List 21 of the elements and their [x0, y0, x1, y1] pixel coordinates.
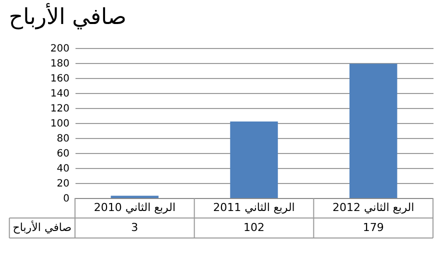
y-tick-label: 40 — [56, 164, 70, 174]
y-tick-label: 120 — [50, 104, 70, 114]
y-tick-label: 20 — [56, 178, 70, 190]
y-tick-label: 80 — [56, 134, 70, 144]
x-tick-label: الربع الثاني 2011 — [213, 201, 295, 214]
y-tick-label: 0 — [63, 194, 70, 204]
y-tick-label: 200 — [50, 44, 70, 54]
y-tick-label: 180 — [50, 58, 70, 70]
data-label: 102 — [244, 221, 264, 234]
y-tick-label: 160 — [50, 74, 70, 84]
x-tick-label: الربع الثاني 2012 — [332, 201, 414, 214]
y-tick-label: 140 — [50, 88, 70, 100]
y-tick-label: 100 — [50, 118, 70, 130]
x-tick-label: الربع الثاني 2010 — [94, 201, 176, 214]
text: صافي الأرباح — [12, 220, 72, 234]
y-tick-label: 60 — [56, 148, 70, 160]
bar — [230, 122, 278, 198]
data-label: 179 — [362, 221, 384, 234]
data-label: 3 — [131, 221, 138, 234]
bar — [349, 64, 398, 198]
chart-title: صافي الأرباح — [8, 3, 126, 30]
